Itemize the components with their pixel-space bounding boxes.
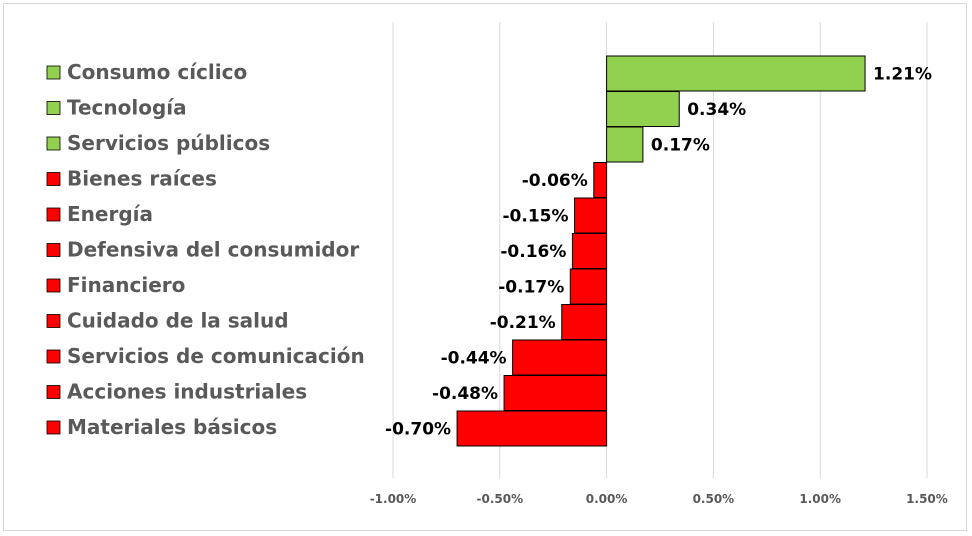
bar: [606, 55, 866, 92]
data-label: -0.48%: [432, 384, 498, 404]
legend-swatch: [46, 278, 61, 293]
bar: [569, 268, 608, 305]
legend-swatch: [46, 172, 61, 186]
data-label: -0.17%: [498, 278, 564, 298]
category-label: Acciones industriales: [67, 380, 307, 404]
legend-swatch: [46, 65, 61, 80]
x-tick-label: 0.00%: [586, 492, 628, 506]
bar: [561, 304, 608, 340]
legend-swatch: [46, 207, 61, 222]
legend-swatch: [46, 101, 61, 115]
bar: [456, 410, 608, 447]
category-label: Servicios públicos: [67, 131, 270, 155]
category-label: Servicios de comunicación: [67, 344, 365, 368]
bar: [606, 126, 644, 163]
category-label: Financiero: [67, 273, 185, 297]
data-label: -0.44%: [441, 349, 507, 369]
x-tick-label: -0.50%: [476, 492, 523, 506]
category-label: Defensiva del consumidor: [67, 238, 359, 262]
legend-swatch: [46, 420, 61, 435]
data-label: 0.34%: [687, 100, 746, 120]
category-label: Cuidado de la salud: [67, 309, 289, 333]
category-label: Consumo cíclico: [67, 60, 247, 84]
bar: [503, 375, 608, 411]
category-label: Energía: [67, 202, 153, 226]
category-label: Bienes raíces: [67, 167, 217, 191]
legend-swatch: [46, 314, 61, 328]
bar: [593, 162, 608, 198]
legend-swatch: [46, 136, 61, 151]
x-tick-label: 1.50%: [906, 492, 948, 506]
data-label: -0.16%: [500, 242, 566, 262]
category-label: Materiales básicos: [67, 415, 277, 439]
bar: [571, 233, 608, 269]
legend-swatch: [46, 349, 61, 364]
legend-swatch: [46, 385, 61, 399]
x-tick-label: -1.00%: [370, 492, 417, 506]
data-label: 1.21%: [873, 65, 932, 85]
data-label: -0.06%: [522, 171, 588, 191]
bar: [574, 197, 608, 234]
data-label: -0.70%: [385, 420, 451, 440]
bar: [512, 339, 608, 376]
legend-swatch: [46, 243, 61, 257]
data-label: 0.17%: [651, 136, 710, 156]
x-tick-label: 0.50%: [693, 492, 735, 506]
x-tick-label: 1.00%: [799, 492, 841, 506]
data-label: -0.21%: [490, 313, 556, 333]
data-label: -0.15%: [503, 207, 569, 227]
category-label: Tecnología: [67, 96, 187, 120]
bar: [606, 91, 680, 127]
